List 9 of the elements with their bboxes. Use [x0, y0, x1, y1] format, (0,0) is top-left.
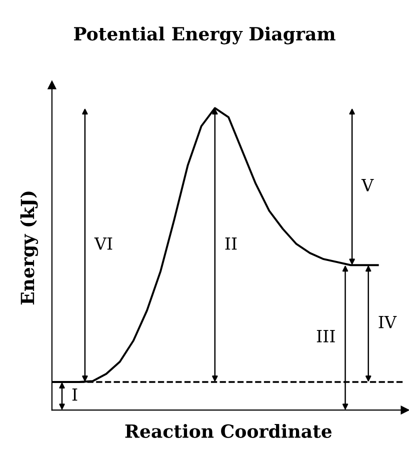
annotation: II [225, 237, 237, 250]
x-axis-title: Reaction Coordinate [125, 424, 332, 438]
y-axis-title: Energy (kJ) [20, 192, 38, 304]
annotation: IV [378, 316, 397, 328]
annotation: I [72, 388, 78, 401]
annotation: III [316, 330, 335, 342]
chart-title: Potential Energy Diagram [74, 26, 336, 44]
annotation: V [361, 179, 374, 192]
annotation: VI [94, 237, 112, 250]
